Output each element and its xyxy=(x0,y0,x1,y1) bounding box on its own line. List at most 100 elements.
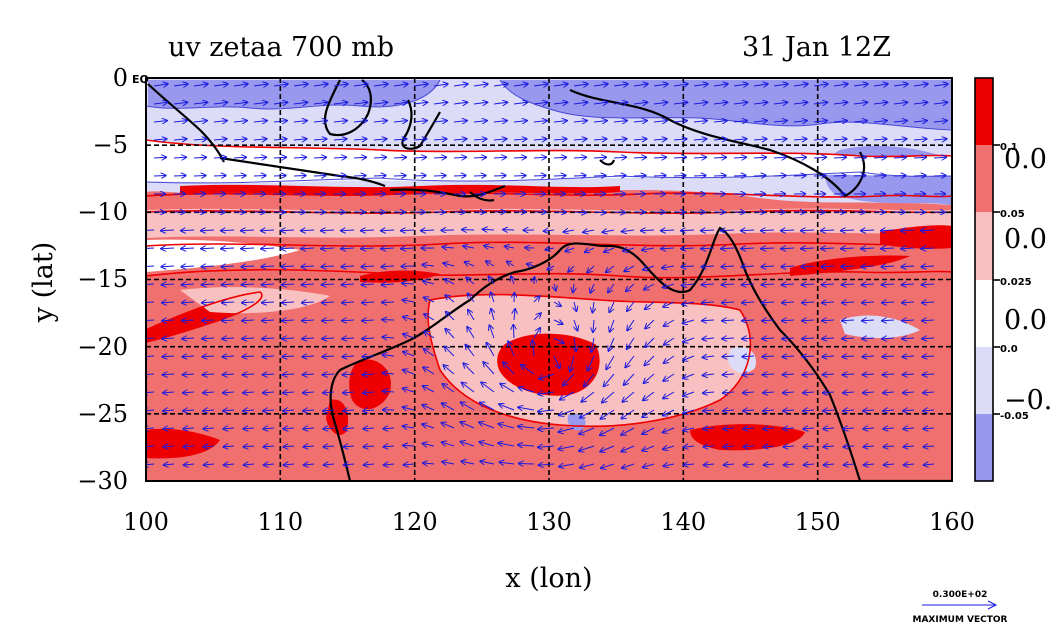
wind-vector-arrow xyxy=(713,84,728,86)
x-tick-label: 160 xyxy=(929,508,975,536)
map-plot-area xyxy=(146,78,952,481)
colorbar-label: 0.05 xyxy=(1000,209,1025,220)
wind-vector-arrow xyxy=(153,102,167,104)
wind-vector-arrow xyxy=(661,230,675,231)
wind-vector-arrow xyxy=(713,176,726,177)
wind-vector-arrow xyxy=(253,139,267,140)
wind-vector-arrow xyxy=(753,102,767,104)
wind-vector-arrow xyxy=(343,410,355,411)
wind-vector-arrow xyxy=(621,445,635,452)
wind-vector-arrow xyxy=(763,374,775,375)
wind-vector-arrow xyxy=(585,248,595,252)
wind-vector-arrow xyxy=(362,302,375,303)
wind-vector-arrow xyxy=(261,230,275,231)
wind-vector-arrow xyxy=(393,84,408,86)
wind-vector-arrow xyxy=(863,392,875,393)
wind-vector-arrow xyxy=(742,356,755,357)
wind-vector-arrow xyxy=(693,102,707,104)
wind-vector-arrow xyxy=(583,230,595,232)
wind-vector-arrow xyxy=(593,157,606,158)
wind-vector-arrow xyxy=(381,230,395,231)
wind-vector-arrow xyxy=(753,84,768,86)
wind-vector-arrow xyxy=(489,277,495,285)
wind-vector-arrow xyxy=(602,391,615,403)
wind-vector-arrow xyxy=(913,176,926,177)
wind-vector-arrow xyxy=(284,446,295,447)
wind-vector-arrow xyxy=(901,248,915,249)
wind-vector-arrow xyxy=(703,410,715,411)
wind-vector-arrow xyxy=(181,230,195,231)
wind-vector-arrow xyxy=(773,121,787,122)
wind-vector-arrow xyxy=(843,374,855,375)
wind-vector-arrow xyxy=(813,176,826,177)
wind-vector-arrow xyxy=(493,139,507,140)
max-vector-arrowhead xyxy=(987,600,998,610)
wind-vector-arrow xyxy=(193,176,206,177)
coastlines xyxy=(147,79,952,481)
wind-vector-arrow xyxy=(204,446,215,447)
wind-vector-arrow xyxy=(863,374,875,375)
wind-vector-arrow xyxy=(324,464,335,465)
wind-vector-arrow xyxy=(302,284,315,285)
australia-coast xyxy=(329,226,952,481)
wind-vector-arrow xyxy=(573,139,587,140)
wind-vector-arrow xyxy=(146,248,155,249)
wind-vector-arrow xyxy=(173,84,188,86)
wind-vector-arrow xyxy=(223,392,235,393)
island-coast xyxy=(469,191,495,202)
wind-vector-arrow xyxy=(383,428,395,429)
wind-vector-arrow xyxy=(803,428,815,429)
wind-vector-arrow xyxy=(862,320,875,321)
wind-vector-arrow xyxy=(273,102,287,104)
wind-vector-arrow xyxy=(163,428,175,429)
wind-vector-arrow xyxy=(813,84,828,86)
wind-vector-arrow xyxy=(321,248,335,249)
wind-vector-arrow xyxy=(193,157,206,158)
wind-vector-arrow xyxy=(661,248,675,249)
wind-vector-arrow xyxy=(693,121,707,122)
wind-vector-arrow xyxy=(163,374,175,375)
wind-vector-arrow xyxy=(463,246,475,248)
wind-vector-arrow xyxy=(573,157,586,158)
wind-vector-arrow xyxy=(343,428,355,429)
wind-vector-arrow xyxy=(653,139,667,140)
wind-vector-arrow xyxy=(403,352,415,357)
wind-vector-arrow xyxy=(241,266,255,267)
wind-vector-arrow xyxy=(554,283,556,291)
wind-vector-arrow xyxy=(574,337,576,351)
wind-vector-arrow xyxy=(146,338,155,339)
wind-vector-arrow xyxy=(413,121,427,122)
wind-vector-arrow xyxy=(923,374,935,375)
wind-vector-arrow xyxy=(493,176,506,177)
wind-vector-arrow xyxy=(681,266,695,267)
wind-vector-arrow xyxy=(146,320,155,321)
wind-vector-arrow xyxy=(833,176,846,177)
wind-vector-arrow xyxy=(613,84,628,86)
wind-vector-arrow xyxy=(782,302,795,303)
wind-vector-arrow xyxy=(303,410,315,411)
wind-vector-arrow xyxy=(883,392,895,393)
wind-vector-arrow xyxy=(593,84,608,86)
wind-vector-arrow xyxy=(203,374,215,375)
wind-vector-arrow xyxy=(893,157,906,158)
wind-vector-arrow xyxy=(645,355,655,365)
wind-vector-arrow xyxy=(313,102,327,104)
wind-vector-arrow xyxy=(702,320,715,321)
wind-vector-arrow xyxy=(600,445,615,452)
map-time-label: 31 Jan 12Z xyxy=(742,32,891,63)
wind-vector-arrow xyxy=(664,355,675,363)
wind-vector-arrow xyxy=(753,139,767,140)
wind-vector-arrow xyxy=(183,374,195,375)
wind-vector-arrow xyxy=(343,392,355,393)
wind-vector-arrow xyxy=(403,317,415,320)
wind-vector-arrow xyxy=(183,410,195,411)
wind-vector-arrow xyxy=(604,373,615,386)
wind-vector-arrow xyxy=(722,338,735,339)
wind-vector-arrow xyxy=(602,230,615,232)
wind-vector-arrow xyxy=(713,139,727,140)
colorbar-segment xyxy=(975,78,993,145)
wind-vector-arrow xyxy=(733,102,747,104)
wind-vector-arrow xyxy=(723,428,735,429)
wind-vector-arrow xyxy=(633,157,646,158)
wind-vector-arrow xyxy=(702,302,715,303)
